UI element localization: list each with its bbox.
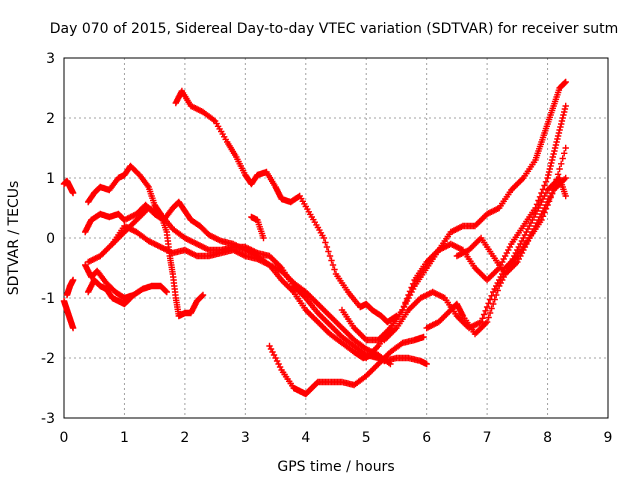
series-4-points	[85, 162, 207, 320]
series-3-points	[172, 87, 400, 326]
x-tick-label: 2	[180, 430, 189, 446]
chart-grid	[64, 58, 608, 418]
x-tick-label: 9	[604, 430, 613, 446]
y-tick-label: 0	[46, 231, 55, 247]
y-axis-label: SDTVAR / TECUs	[6, 181, 22, 296]
data-series	[60, 78, 569, 398]
plot-frame	[63, 57, 609, 419]
chart-title: Day 070 of 2015, Sidereal Day-to-day VTE…	[50, 21, 619, 37]
x-tick-label: 1	[120, 430, 129, 446]
tick-labels: 0 1 2 3 4 5 6 7 8 9 -3 -2 -1 0 1 2 3	[41, 51, 612, 446]
x-tick-label: 4	[301, 430, 310, 446]
y-tick-label: 3	[46, 51, 55, 67]
series-11-points	[266, 333, 427, 398]
x-tick-label: 0	[60, 430, 69, 446]
x-tick-label: 5	[362, 430, 371, 446]
x-tick-label: 7	[483, 430, 492, 446]
series-16-points	[453, 174, 569, 278]
series-9-points	[85, 276, 134, 308]
y-tick-label: 2	[46, 111, 55, 127]
y-tick-label: 1	[46, 171, 55, 187]
y-tick-label: -2	[41, 351, 55, 367]
y-tick-label: -3	[41, 411, 55, 427]
series-0-points	[60, 177, 77, 197]
x-tick-label: 3	[241, 430, 250, 446]
x-axis-label: GPS time / hours	[277, 459, 394, 475]
x-tick-label: 6	[422, 430, 431, 446]
series-15-points	[423, 174, 569, 338]
x-tick-label: 8	[543, 430, 552, 446]
y-tick-label: -1	[41, 291, 55, 307]
series-10-points	[248, 213, 267, 242]
series-7-points	[109, 222, 394, 368]
series-1-points	[60, 297, 77, 332]
series-2-points	[63, 276, 77, 299]
